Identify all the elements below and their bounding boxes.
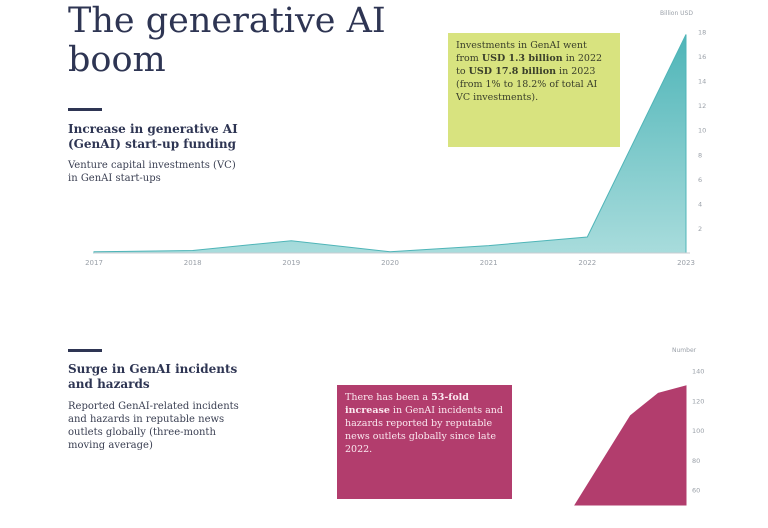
funding-x-tick-label: 2020 — [381, 259, 399, 267]
section2-subtitle: Reported GenAI-related incidents and haz… — [68, 401, 239, 451]
funding-unit-label: Billion USD — [660, 10, 693, 17]
funding-x-tick-label: 2022 — [578, 259, 596, 267]
funding-y-tick-label: 14 — [698, 78, 706, 86]
funding-y-tick-label: 6 — [698, 176, 702, 184]
funding-y-tick-label: 16 — [698, 53, 706, 61]
incidents-unit-label: Number — [672, 347, 697, 354]
incidents-y-tick-label: 60 — [692, 487, 700, 495]
funding-y-tick-label: 2 — [698, 225, 702, 233]
page-title: The generative AI boom — [68, 1, 386, 80]
incidents-y-tick-label: 120 — [692, 397, 704, 405]
incidents-callout: There has been a 53-fold increase in Gen… — [337, 385, 512, 499]
funding-y-tick-label: 4 — [698, 200, 702, 208]
incidents-series-area — [574, 385, 687, 506]
section1-heading: Increase in generative AI (GenAI) start-… — [68, 122, 238, 151]
funding-y-tick-label: 12 — [698, 102, 706, 110]
funding-y-tick-label: 10 — [698, 127, 706, 135]
funding-x-tick-label: 2023 — [677, 259, 695, 267]
funding-callout: Investments in GenAI went from USD 1.3 b… — [448, 33, 620, 147]
funding-x-tick-label: 2019 — [282, 259, 300, 267]
funding-x-tick-label: 2017 — [85, 259, 103, 267]
funding-y-tick-label: 8 — [698, 151, 702, 159]
funding-x-tick-label: 2021 — [480, 259, 498, 267]
incidents-y-tick-label: 100 — [692, 427, 704, 435]
incidents-y-tick-label: 140 — [692, 368, 704, 376]
incidents-y-tick-label: 80 — [692, 457, 700, 465]
funding-x-tick-label: 2018 — [184, 259, 202, 267]
section1-rule — [68, 108, 102, 111]
section1-subtitle: Venture capital investments (VC) in GenA… — [68, 160, 236, 184]
section2-heading: Surge in GenAI incidents and hazards — [68, 362, 238, 391]
funding-y-tick-label: 18 — [698, 29, 706, 37]
section2-rule — [68, 349, 102, 352]
